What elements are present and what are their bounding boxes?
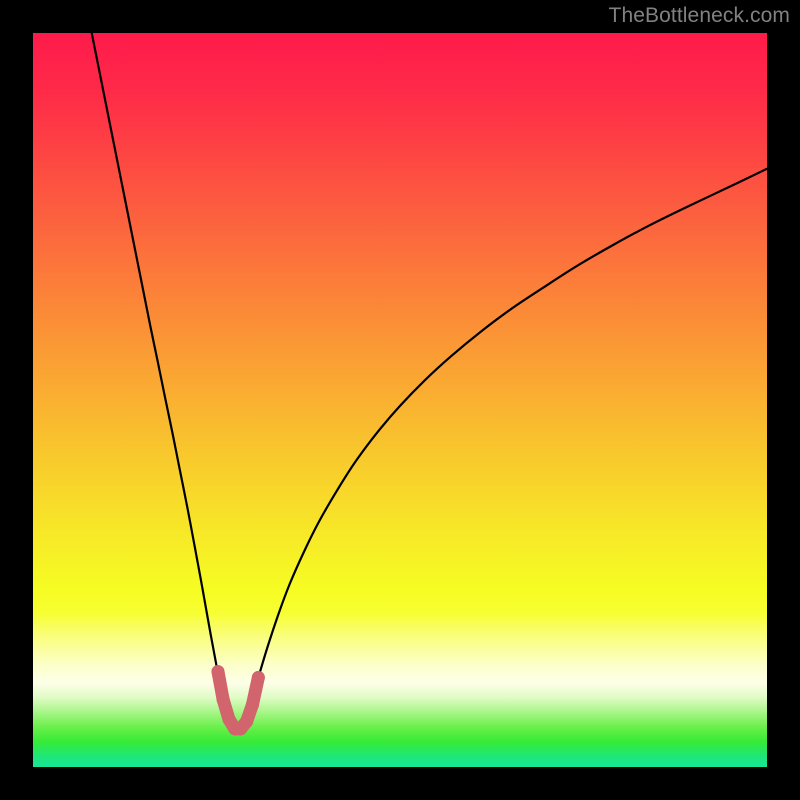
plot-svg [33, 33, 767, 767]
watermark-text: TheBottleneck.com [609, 4, 790, 28]
chart-container: TheBottleneck.com [0, 0, 800, 800]
plot-area [33, 33, 767, 767]
